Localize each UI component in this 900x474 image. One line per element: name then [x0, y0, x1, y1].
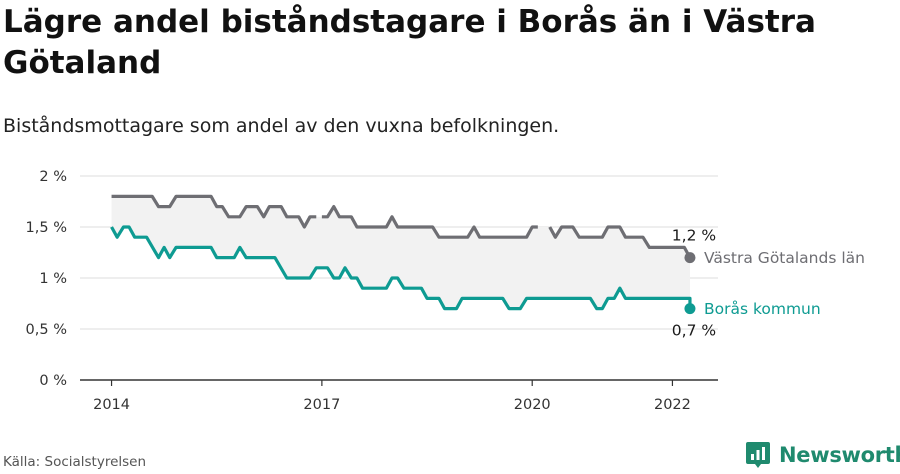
source-note: Källa: Socialstyrelsen [3, 454, 147, 470]
shaded-band [111, 196, 690, 309]
x-tick-label: 2017 [303, 397, 340, 413]
series-line-boras [110, 225, 692, 311]
y-axis-ticks: 0 % 0,5 % 1 % 1,5 % 2 % [26, 169, 67, 389]
x-axis-ticks: 2014 2017 2020 2022 [93, 380, 691, 413]
series-label: Västra Götalands län [704, 249, 865, 267]
end-markers: Västra Götalands län 1,2 % Borås kommun 0,7… [672, 227, 865, 340]
series-line-vastra-gotaland [548, 225, 692, 259]
chart-subtitle: Biståndsmottagare som andel av den vuxna… [3, 115, 560, 137]
y-tick-label: 0 % [39, 373, 67, 389]
chart-title: Lägre andel biståndstagare i Borås än i … [3, 4, 816, 81]
series-line-vastra-gotaland [321, 205, 538, 239]
end-point-marker [684, 303, 696, 315]
end-point-marker [684, 252, 696, 264]
series-line-vastra-gotaland [111, 194, 317, 229]
series-lines [110, 194, 692, 311]
end-value-label: 0,7 % [672, 322, 716, 340]
series-label: Borås kommun [704, 300, 821, 318]
y-tick-label: 1,5 % [26, 220, 67, 236]
y-tick-label: 2 % [39, 169, 67, 185]
end-value-label: 1,2 % [672, 227, 716, 245]
brand-logo: Newsworthy [745, 441, 900, 469]
y-tick-label: 0,5 % [26, 322, 67, 338]
y-tick-label: 1 % [39, 271, 67, 287]
brand-name: Newsworthy [779, 443, 900, 467]
x-tick-label: 2014 [93, 397, 130, 413]
bar-chart-logo-icon [746, 442, 770, 468]
x-tick-label: 2020 [514, 397, 551, 413]
x-tick-label: 2022 [654, 397, 691, 413]
